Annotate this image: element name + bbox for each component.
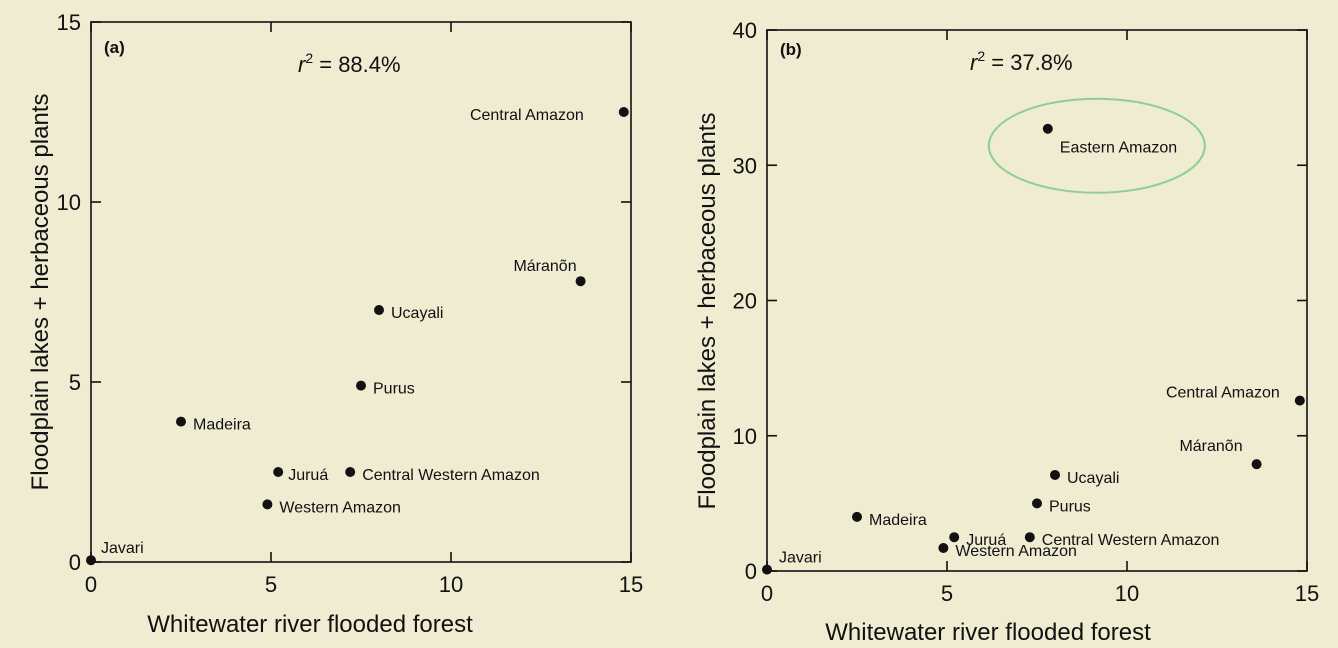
y-tick-label: 40: [733, 18, 757, 43]
y-tick-label: 30: [733, 153, 757, 178]
point-label-madeira: Madeira: [869, 512, 927, 529]
scatter-panel-b: 0 5 10 15 0 10 20 30 40 Whitewater river flooded …: [694, 18, 1319, 646]
data-point-purus: [356, 380, 366, 391]
x-tick-label: 0: [85, 572, 97, 597]
y-tick-label: 5: [69, 370, 81, 395]
y-tick-label: 0: [69, 550, 81, 575]
x-tick-label: 15: [1295, 581, 1319, 606]
data-point-madeira: [176, 416, 186, 427]
point-label-western-amazon: Western Amazon: [955, 543, 1077, 560]
scatter-panel-a: 0 5 10 15 0 5 10 15 Whitewater river flooded for…: [27, 10, 643, 638]
r-squared-annotation: r2 = 37.8%: [970, 48, 1073, 75]
point-label-purus: Purus: [1049, 498, 1091, 515]
point-label-central-amazon: Central Amazon: [470, 107, 584, 124]
data-point-madeira: [852, 511, 862, 522]
data-point-maranon: [1251, 459, 1262, 470]
point-label-javari: Javari: [101, 540, 144, 557]
point-label-javari: Javari: [779, 550, 822, 567]
x-tick-label: 5: [941, 581, 953, 606]
point-label-madeira: Madeira: [193, 417, 251, 434]
point-label-maranon: Máranõn: [513, 258, 576, 275]
y-axis-label: Floodplain lakes + herbaceous plants: [27, 94, 54, 491]
point-label-eastern-amazon: Eastern Amazon: [1060, 140, 1177, 157]
y-tick-label: 10: [57, 190, 81, 215]
x-tick-label: 15: [619, 572, 643, 597]
point-label-purus: Purus: [373, 381, 415, 398]
x-tick-label: 10: [1115, 581, 1139, 606]
data-point-western-amazon: [938, 543, 949, 554]
data-point-eastern-amazon: [1042, 123, 1053, 134]
plot-frame: [90, 21, 632, 563]
r-squared-annotation: r2 = 88.4%: [298, 50, 401, 77]
panel-tag: (a): [104, 38, 125, 57]
point-label-central-western-amazon: Central Western Amazon: [362, 467, 540, 484]
point-label-ucayali: Ucayali: [391, 305, 443, 322]
data-point-javari: [86, 555, 96, 566]
y-tick-label: 15: [57, 10, 81, 35]
point-label-central-western-amazon: Central Western Amazon: [1042, 532, 1220, 549]
point-label-western-amazon: Western Amazon: [279, 499, 401, 516]
x-tick-label: 10: [439, 572, 463, 597]
data-point-central-amazon: [1294, 395, 1305, 406]
data-point-ucayali: [374, 305, 384, 315]
highlight-ellipse: [987, 97, 1206, 194]
data-point-purus: [1032, 498, 1042, 509]
data-point-maranon: [575, 276, 586, 287]
y-tick-label: 0: [745, 559, 757, 584]
panel-tag: (b): [780, 40, 802, 59]
point-label-maranon: Máranõn: [1179, 438, 1242, 455]
data-point-western-amazon: [262, 499, 273, 510]
x-axis-label: Whitewater river flooded forest: [147, 611, 473, 638]
x-tick-label: 5: [265, 572, 277, 597]
y-tick-label: 20: [733, 289, 757, 314]
data-point-central-western-amazon: [345, 467, 356, 477]
x-axis-label: Whitewater river flooded forest: [825, 619, 1151, 646]
data-point-jurua: [949, 532, 960, 543]
data-point-ucayali: [1050, 469, 1060, 480]
y-tick-label: 10: [733, 424, 757, 449]
data-point-javari: [762, 564, 772, 575]
point-label-jurua: Juruá: [288, 467, 328, 484]
data-point-central-western-amazon: [1024, 532, 1035, 543]
point-label-central-amazon: Central Amazon: [1166, 385, 1280, 402]
point-label-jurua: Juruá: [966, 532, 1006, 549]
data-point-jurua: [273, 467, 284, 477]
y-axis-label: Floodplain lakes + herbaceous plants: [694, 113, 721, 510]
data-point-central-amazon: [618, 107, 629, 117]
plot-frame: [766, 29, 1308, 572]
x-tick-label: 0: [761, 581, 773, 606]
point-label-ucayali: Ucayali: [1067, 470, 1119, 487]
